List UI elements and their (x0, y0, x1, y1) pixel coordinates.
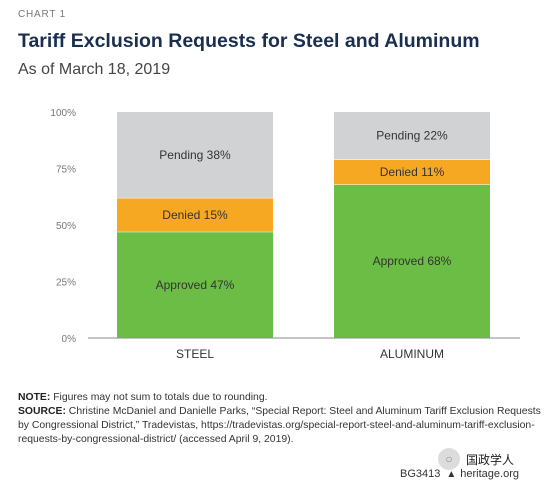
y-tick-label: 25% (56, 278, 76, 289)
x-tick-label: STEEL (176, 347, 214, 361)
bar-segment-approved-aluminum (334, 184, 490, 338)
data-label: Denied 11% (380, 165, 445, 179)
bar-segment-denied-steel (117, 197, 273, 232)
note-label: NOTE: (18, 392, 51, 403)
note: NOTE: Figures may not sum to totals due … (18, 391, 548, 405)
y-tick-label: 75% (56, 165, 76, 176)
footer: BG3413 ▲ heritage.org (400, 468, 519, 480)
source-label: SOURCE: (18, 406, 66, 417)
bar-segment-pending-steel (117, 112, 273, 198)
source: SOURCE: Christine McDaniel and Danielle … (18, 405, 548, 447)
stacked-bar-chart: 0% 25% 50% 75% 100% Approved 47% Denied 15% Pe… (50, 108, 520, 361)
note-text: Figures may not sum to totals due to rou… (50, 392, 268, 403)
data-label: Denied 15% (162, 208, 228, 222)
data-label: Pending 38% (159, 148, 231, 162)
x-tick-label: ALUMINUM (380, 347, 444, 361)
y-tick-label: 0% (62, 334, 77, 345)
bar-segment-denied-aluminum (334, 159, 490, 185)
data-label: Pending 22% (376, 129, 448, 143)
chart-title: Tariff Exclusion Requests for Steel and … (18, 30, 480, 52)
watermark: ○ 国政学人 (438, 448, 514, 470)
site-link[interactable]: heritage.org (460, 468, 519, 480)
liberty-bell-icon: ▲ (446, 468, 457, 480)
source-text: Christine McDaniel and Danielle Parks, “… (18, 406, 541, 445)
y-tick-label: 100% (50, 108, 76, 119)
bar-segment-approved-steel (117, 231, 273, 338)
x-axis: STEEL ALUMINUM (176, 347, 444, 361)
bar-segment-pending-aluminum (334, 112, 490, 160)
data-label: Approved 47% (156, 278, 235, 292)
chart-subtitle: As of March 18, 2019 (18, 61, 171, 78)
wechat-icon: ○ (438, 448, 460, 470)
data-label: Approved 68% (373, 254, 452, 268)
y-axis: 0% 25% 50% 75% 100% (50, 108, 76, 345)
notes: NOTE: Figures may not sum to totals due … (18, 391, 548, 447)
chart-label: CHART 1 (18, 9, 67, 20)
report-code: BG3413 (400, 468, 441, 480)
y-tick-label: 50% (56, 221, 76, 232)
bars: Approved 47% Denied 15% Pending 38% Approve… (117, 112, 490, 338)
watermark-text: 国政学人 (466, 452, 515, 467)
